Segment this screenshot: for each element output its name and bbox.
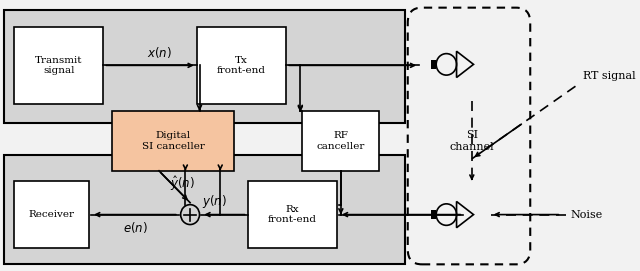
- Text: Tx
front-end: Tx front-end: [217, 56, 266, 75]
- Text: Receiver: Receiver: [29, 210, 75, 219]
- FancyBboxPatch shape: [431, 60, 436, 69]
- Text: $y(n)$: $y(n)$: [202, 193, 227, 209]
- Text: Noise: Noise: [571, 209, 603, 220]
- FancyBboxPatch shape: [4, 155, 405, 264]
- Text: Rx
front-end: Rx front-end: [268, 205, 317, 224]
- FancyBboxPatch shape: [431, 210, 436, 219]
- Text: $e(n)$: $e(n)$: [122, 220, 147, 235]
- FancyBboxPatch shape: [302, 111, 380, 171]
- FancyBboxPatch shape: [112, 111, 234, 171]
- Text: Transmit
signal: Transmit signal: [35, 56, 83, 75]
- FancyBboxPatch shape: [196, 27, 286, 104]
- FancyBboxPatch shape: [14, 27, 104, 104]
- FancyBboxPatch shape: [248, 181, 337, 249]
- Text: RT signal: RT signal: [583, 71, 636, 81]
- Text: Digital
SI canceller: Digital SI canceller: [141, 131, 205, 151]
- Text: $\hat{y}(n)$: $\hat{y}(n)$: [170, 174, 195, 193]
- Text: SI
channel: SI channel: [449, 130, 494, 152]
- Text: RF
canceller: RF canceller: [317, 131, 365, 151]
- Text: $x(n)$: $x(n)$: [147, 45, 172, 60]
- FancyBboxPatch shape: [4, 10, 405, 123]
- FancyBboxPatch shape: [14, 181, 89, 249]
